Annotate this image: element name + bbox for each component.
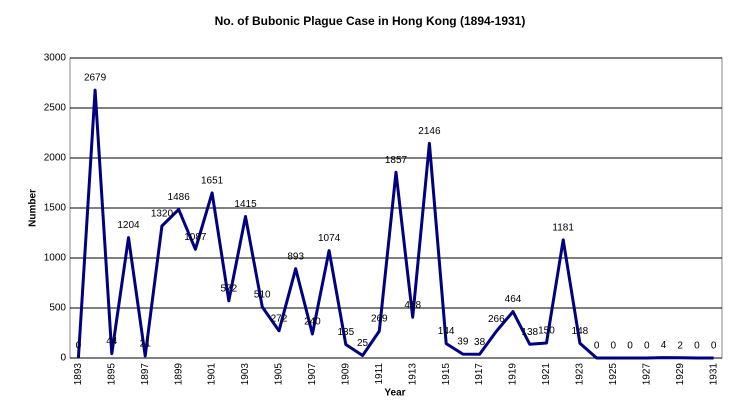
data-line	[76, 88, 714, 360]
data-label: 44	[106, 336, 118, 347]
x-tick-label: 1899	[173, 363, 184, 386]
data-label: 2679	[84, 73, 107, 84]
data-label: 0	[711, 341, 717, 352]
x-tick-label: 1929	[675, 363, 686, 386]
data-label: 21	[140, 339, 152, 350]
data-label: 0	[594, 341, 600, 352]
data-label: 1857	[385, 155, 408, 166]
data-label: 135	[338, 327, 355, 338]
data-label: 572	[220, 283, 237, 294]
chart-title: No. of Bubonic Plague Case in Hong Kong …	[215, 14, 526, 28]
x-tick-label: 1903	[240, 363, 251, 386]
y-tick-label: 1000	[44, 253, 67, 264]
data-label: 39	[457, 337, 469, 348]
data-label: 0	[627, 341, 633, 352]
x-tick-label: 1911	[374, 363, 385, 385]
y-tick-label: 2000	[44, 153, 67, 164]
x-tick-label: 1925	[608, 363, 619, 386]
data-label: 408	[404, 300, 421, 311]
y-tick-label: 500	[49, 303, 66, 314]
x-tick-label: 1893	[73, 363, 84, 386]
data-label: 0	[611, 341, 617, 352]
data-label: 1087	[184, 232, 207, 243]
data-label: 1415	[234, 199, 257, 210]
data-label: 38	[474, 337, 486, 348]
x-tick-label: 1917	[474, 363, 485, 386]
x-axis-title: Year	[384, 388, 405, 399]
y-axis-title: Number	[28, 189, 39, 227]
data-label: 144	[438, 326, 455, 337]
y-tick-label: 0	[60, 353, 66, 364]
x-tick-label: 1921	[541, 363, 552, 386]
data-label: 266	[488, 314, 505, 325]
data-label: 25	[357, 338, 369, 349]
x-tick-label: 1919	[508, 363, 519, 386]
y-tick-label: 2500	[44, 103, 67, 114]
data-label: 148	[572, 326, 589, 337]
data-label: 1181	[552, 223, 574, 234]
data-label: 4	[661, 340, 667, 351]
data-label: 2146	[418, 126, 441, 137]
data-label: 272	[271, 313, 288, 324]
data-label: 893	[287, 251, 304, 262]
data-label: 138	[521, 327, 538, 338]
data-label: 1074	[318, 233, 341, 244]
data-label: 1320	[151, 209, 174, 220]
x-tick-label: 1909	[340, 363, 351, 386]
data-label: 1651	[201, 176, 224, 187]
data-label: 0	[644, 341, 650, 352]
data-label: 510	[254, 290, 271, 301]
data-label: 0	[694, 341, 700, 352]
x-tick-label: 1931	[708, 363, 719, 386]
x-tick-label: 1927	[641, 363, 652, 386]
data-label: 1204	[117, 220, 140, 231]
data-label: 464	[505, 294, 522, 305]
x-tick-label: 1897	[140, 363, 151, 386]
y-tick-label: 1500	[44, 203, 67, 214]
data-label: 2	[677, 340, 683, 351]
data-label: 1486	[168, 192, 191, 203]
data-label: 240	[304, 317, 321, 328]
x-tick-label: 1905	[274, 363, 285, 386]
x-tick-label: 1923	[575, 363, 586, 386]
x-tick-label: 1913	[407, 363, 418, 386]
data-label: 150	[538, 326, 555, 337]
data-label: 269	[371, 314, 388, 325]
x-tick-label: 1901	[207, 363, 218, 386]
y-tick-label: 3000	[44, 53, 67, 64]
x-tick-label: 1907	[307, 363, 318, 386]
x-tick-label: 1895	[106, 363, 117, 386]
data-label: 0	[76, 341, 82, 352]
x-tick-label: 1915	[441, 363, 452, 386]
